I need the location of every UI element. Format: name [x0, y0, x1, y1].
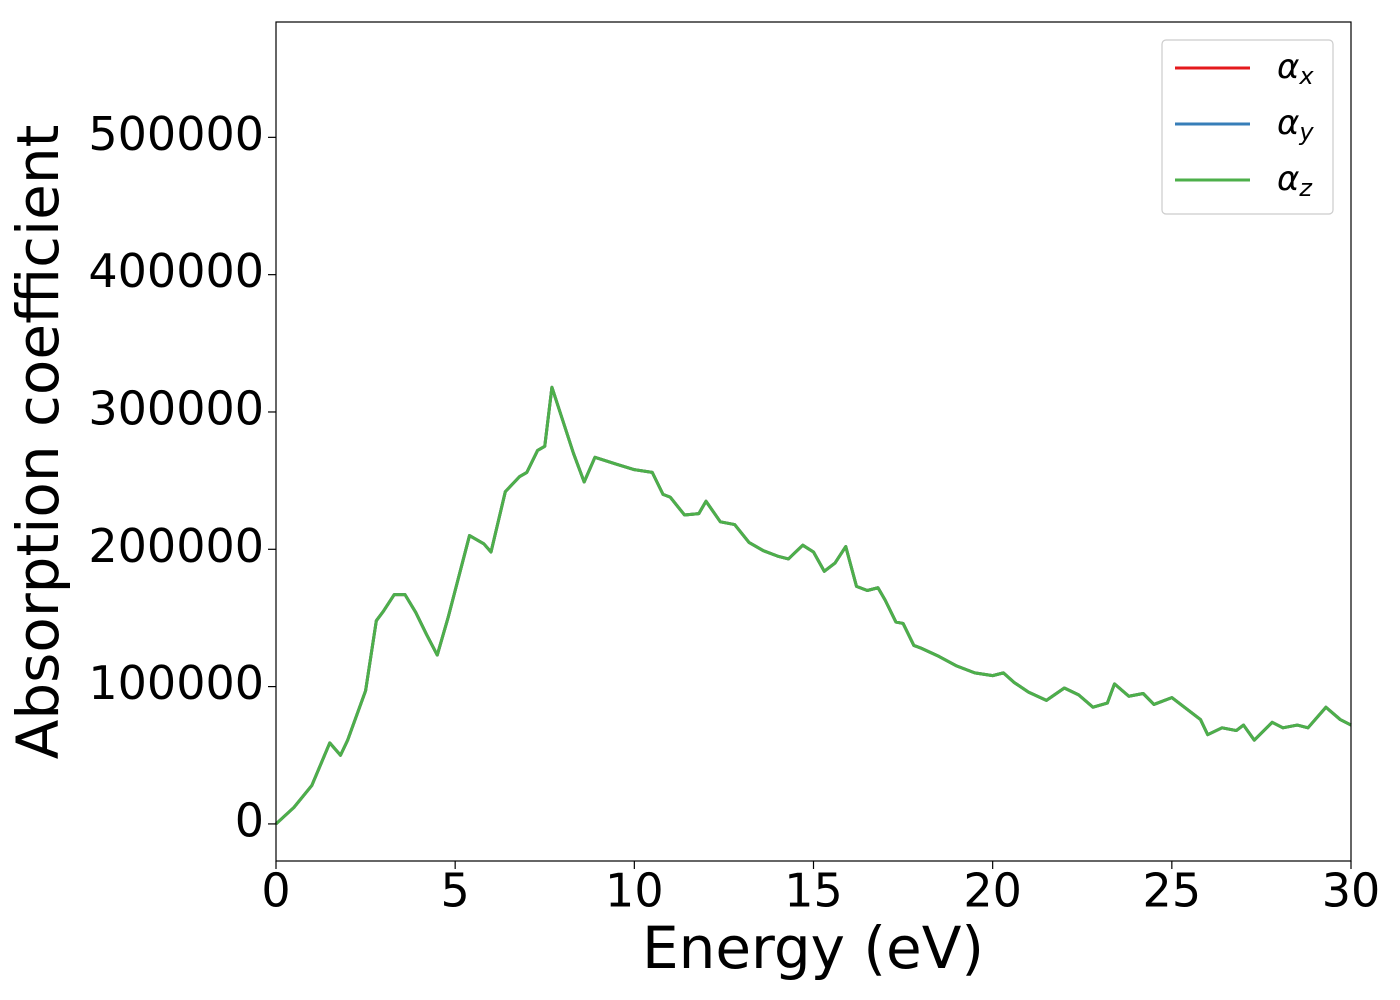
x-axis-label: Energy (eV) [642, 914, 984, 982]
legend-label: αx [1277, 47, 1314, 91]
x-tick-label: 20 [963, 864, 1022, 918]
legend-label: αy [1277, 103, 1314, 147]
y-tick-label: 0 [235, 793, 264, 847]
plot-frame [275, 21, 1352, 862]
y-tick-label: 400000 [88, 244, 264, 298]
y-tick-label: 500000 [88, 107, 264, 161]
x-tick-label: 30 [1322, 864, 1381, 918]
series-line [274, 385, 1352, 826]
y-tick-label: 200000 [88, 519, 264, 573]
y-axis-label: Absorption coefficient [4, 125, 72, 760]
legend-label: αz [1277, 159, 1313, 203]
y-tick-label: 300000 [88, 381, 264, 435]
x-tick-label: 25 [1143, 864, 1202, 918]
x-tick-label: 15 [784, 864, 843, 918]
legend-box [1161, 39, 1334, 215]
series-line [274, 385, 1352, 826]
series-line [274, 385, 1352, 826]
x-tick-label: 5 [441, 864, 470, 918]
x-tick-label: 10 [605, 864, 664, 918]
x-tick-label: 0 [261, 864, 290, 918]
y-tick-label: 100000 [88, 656, 264, 710]
